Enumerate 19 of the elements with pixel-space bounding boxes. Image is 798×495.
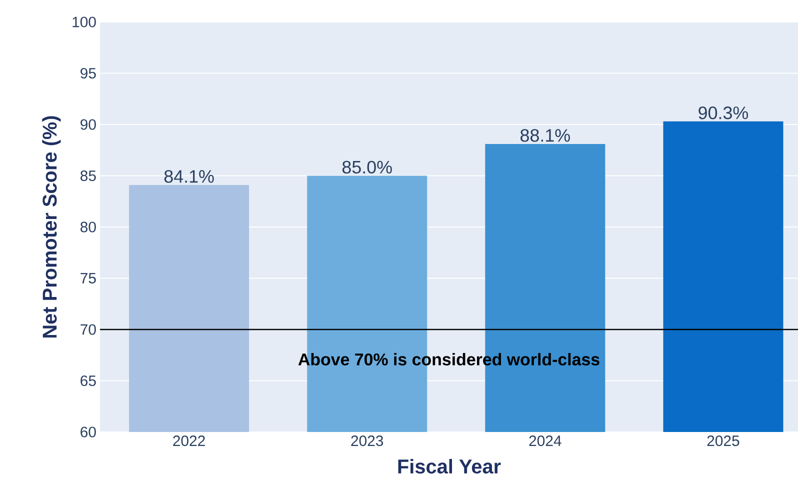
y-tick-label: 70 <box>80 324 96 335</box>
y-axis-title: Net Promoter Score (%) <box>42 116 61 338</box>
y-tick-label: 80 <box>80 222 96 232</box>
x-tick-label: 2022 <box>173 436 205 446</box>
y-tick-label: 65 <box>80 375 96 386</box>
data-label: 85.0% <box>342 160 392 174</box>
y-tick-label: 100 <box>72 16 96 28</box>
x-axis-title: Fiscal Year <box>398 458 501 474</box>
data-label: 90.3% <box>698 106 748 120</box>
x-tick-label: 2025 <box>707 436 740 446</box>
x-tick-label: 2023 <box>351 436 384 446</box>
data-label: 84.1% <box>164 170 214 183</box>
x-tick-label: 2024 <box>529 436 562 446</box>
y-tick-label: 60 <box>80 426 96 438</box>
y-tick-label: 85 <box>80 170 96 182</box>
data-label: 88.1% <box>520 129 570 142</box>
y-tick-label: 90 <box>80 119 96 130</box>
y-tick-label: 95 <box>80 68 96 79</box>
y-tick-label: 75 <box>80 273 96 284</box>
